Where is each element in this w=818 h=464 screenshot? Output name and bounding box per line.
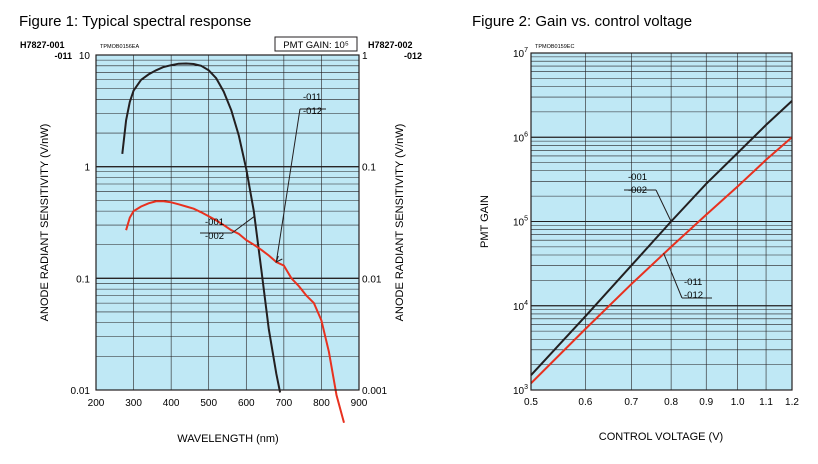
callout-leader-line (231, 215, 255, 234)
figure-2-title: Figure 2: Gain vs. control voltage (472, 13, 692, 30)
x-axis-label: WAVELENGTH (nm) (177, 433, 278, 445)
y-tick-label-right: 0.001 (362, 386, 387, 397)
figure-1-series (121, 62, 345, 423)
figure-1-gridlines (96, 54, 359, 391)
x-tick-label: 0.6 (578, 397, 592, 408)
y-tick-exponent: 6 (524, 131, 528, 138)
figure-2-frame (530, 52, 793, 391)
x-tick-label: 0.7 (624, 397, 638, 408)
series-line--001 (121, 62, 282, 393)
y-tick-base: 10 (513, 386, 525, 397)
x-tick-label: 1.2 (785, 397, 799, 408)
series-line--011 (125, 200, 345, 423)
y-tick-base: 10 (513, 302, 525, 313)
series-label-a: -011 (303, 92, 321, 103)
series-label-a: -001 (205, 217, 224, 228)
series-label-b: -002 (628, 185, 647, 196)
series-label-a: -011 (684, 277, 702, 288)
callout-arrowhead (275, 255, 283, 263)
series-label-a: -001 (628, 172, 647, 183)
x-tick-label: 0.9 (699, 397, 713, 408)
figure-1: Figure 1: Typical spectral response 200 3… (19, 13, 422, 445)
y-tick-label-left: 0.01 (71, 386, 91, 397)
x-tick-label: 200 (88, 398, 105, 409)
y-tick-label-right: 1 (362, 51, 368, 62)
x-tick-label: 600 (238, 398, 255, 409)
y-tick-base: 10 (513, 133, 525, 144)
x-tick-label: 700 (276, 398, 293, 409)
x-axis-label: CONTROL VOLTAGE (V) (599, 431, 723, 443)
y-tick-label: 107 (513, 47, 528, 60)
y-tick-label-left: 0.1 (76, 274, 90, 285)
x-tick-label: 0.8 (664, 397, 678, 408)
gain-note-text: PMT GAIN: 10⁵ (283, 40, 349, 51)
y-tick-label: 104 (513, 300, 528, 313)
callout-leader-line (663, 253, 683, 299)
figure-2-labels: 0.5 0.6 0.7 0.8 0.9 1.0 1.1 1.2107106105104103T… (479, 44, 799, 443)
y-tick-base: 10 (513, 49, 525, 60)
y-tick-label: 106 (513, 131, 528, 144)
gain-note-box (274, 36, 358, 52)
x-tick-label: 0.5 (524, 397, 538, 408)
y-tick-label: 103 (513, 384, 528, 397)
figure-1-labels: 200 300 400 500 600 700 800 900 10 1 0.1 0.01 1 0.1 0.… (20, 36, 422, 445)
y-tick-label-right: 0.1 (362, 163, 376, 174)
right-product-code-variant: -012 (404, 51, 422, 61)
callout-leader-line (655, 189, 672, 222)
figure-reference-code: TPMOB0159EC (535, 44, 574, 50)
figure-2: Figure 2: Gain vs. control voltage 0.5 0.… (472, 13, 799, 443)
figure-reference-code: TPMOB0156EA (100, 44, 139, 50)
y-axis-label-left: ANODE RADIANT SENSITIVITY (V/nW) (39, 124, 51, 322)
figure-2-series (530, 100, 793, 385)
y-tick-label: 105 (513, 216, 528, 229)
figure-1-frame (95, 54, 360, 391)
y-axis-label: PMT GAIN (479, 195, 491, 248)
x-tick-label: 1.0 (731, 397, 745, 408)
y-tick-exponent: 3 (524, 384, 528, 391)
x-tick-label: 1.1 (759, 397, 773, 408)
callout-leader-line (275, 108, 301, 263)
series-label-b: -012 (303, 106, 322, 117)
right-product-code: H7827-002 (368, 40, 413, 50)
series-label-b: -012 (684, 290, 703, 301)
left-product-code-variant: -011 (54, 51, 72, 61)
series-line--011 (530, 136, 793, 385)
x-tick-label: 800 (313, 398, 330, 409)
x-tick-label: 900 (351, 398, 368, 409)
figure-1-plot-area (96, 55, 359, 390)
y-tick-base: 10 (513, 218, 525, 229)
y-axis-label-right: ANODE RADIANT SENSITIVITY (V/nW) (394, 124, 406, 322)
y-tick-exponent: 4 (524, 300, 528, 307)
x-tick-label: 300 (125, 398, 142, 409)
y-tick-label-right: 0.01 (362, 274, 382, 285)
y-tick-exponent: 7 (524, 47, 528, 54)
y-tick-label-left: 10 (79, 51, 91, 62)
series-label-b: -002 (205, 231, 224, 242)
y-tick-exponent: 5 (524, 216, 528, 223)
x-tick-label: 400 (163, 398, 180, 409)
series-line--001 (530, 100, 793, 376)
y-tick-label-left: 1 (84, 163, 90, 174)
x-tick-label: 500 (200, 398, 217, 409)
left-product-code: H7827-001 (20, 40, 65, 50)
figure-1-title: Figure 1: Typical spectral response (19, 13, 251, 30)
